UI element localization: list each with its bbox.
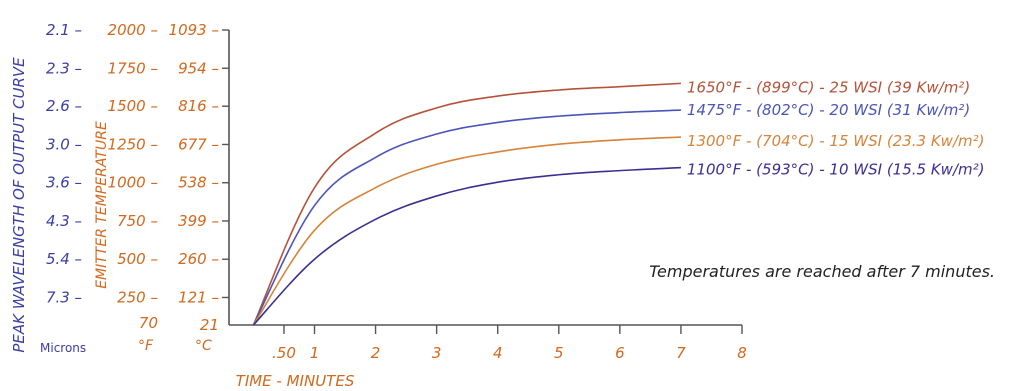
- celsius-tick-label: 954 –: [178, 59, 219, 77]
- fahrenheit-tick-label: 750 –: [117, 212, 158, 230]
- microns-tick-label: 2.3 –: [46, 59, 82, 77]
- microns-axis-title: PEAK WAVELENGTH OF OUTPUT CURVE: [10, 57, 28, 353]
- microns-tick-label: 4.3 –: [46, 212, 82, 230]
- celsius-tick-label: 1093 –: [169, 21, 219, 39]
- x-axis-title: TIME - MINUTES: [236, 372, 355, 390]
- series-line: [252, 166, 681, 326]
- series-label: 1650°F - (899°C) - 25 WSI (39 Kw/m²): [687, 78, 970, 96]
- fahrenheit-tick-label: 2000 –: [108, 21, 158, 39]
- annotation-text: Temperatures are reached after 7 minutes…: [649, 262, 995, 281]
- x-tick-label: 5: [554, 344, 564, 362]
- microns-tick-label: 5.4 –: [46, 250, 82, 268]
- microns-tick-label: 2.1 –: [46, 21, 82, 39]
- x-tick-label: 3: [432, 344, 442, 362]
- celsius-tick-label: 399 –: [178, 212, 219, 230]
- series-line: [252, 136, 681, 326]
- fahrenheit-tick-label: 250 –: [117, 288, 158, 306]
- microns-tick-label: 7.3 –: [46, 288, 82, 306]
- fahrenheit-tick-label: 500 –: [117, 250, 158, 268]
- celsius-unit-label: °C: [195, 338, 212, 354]
- series-label: 1100°F - (593°C) - 10 WSI (15.5 Kw/m²): [687, 161, 985, 179]
- x-tick-label: 4: [493, 344, 503, 362]
- celsius-tick-label: 816 –: [178, 97, 219, 115]
- celsius-tick-label: 21: [200, 316, 219, 334]
- x-tick-label: 8: [737, 344, 747, 362]
- x-tick-label: .50: [272, 344, 296, 362]
- microns-tick-label: 3.0 –: [46, 135, 82, 153]
- microns-tick-label: 2.6 –: [46, 97, 82, 115]
- series-label: 1300°F - (704°C) - 15 WSI (23.3 Kw/m²): [687, 132, 985, 150]
- fahrenheit-tick-label: 70: [139, 314, 158, 332]
- x-tick-label: 7: [676, 344, 686, 362]
- emitter-temperature-axis-title: EMITTER TEMPERATURE: [94, 121, 110, 289]
- series-line: [252, 109, 681, 326]
- fahrenheit-tick-label: 1500 –: [108, 97, 158, 115]
- celsius-tick-label: 677 –: [178, 135, 219, 153]
- series-layer: 1650°F - (899°C) - 25 WSI (39 Kw/m²) 1475…: [252, 78, 985, 326]
- fahrenheit-tick-label: 1750 –: [108, 59, 158, 77]
- series-label: 1475°F - (802°C) - 20 WSI (31 Kw/m²): [687, 101, 970, 119]
- microns-unit-label: Microns: [40, 341, 86, 355]
- celsius-tick-label: 538 –: [178, 174, 219, 192]
- fahrenheit-tick-label: 1000 –: [108, 174, 158, 192]
- fahrenheit-tick-label: 1250 –: [108, 135, 158, 153]
- celsius-tick-label: 121 –: [178, 288, 219, 306]
- series-line: [252, 82, 681, 326]
- fahrenheit-unit-label: °F: [138, 338, 154, 354]
- x-tick-label: 1: [310, 344, 320, 362]
- celsius-tick-label: 260 –: [178, 250, 219, 268]
- x-tick-label: 6: [615, 344, 625, 362]
- microns-tick-label: 3.6 –: [46, 174, 82, 192]
- x-tick-label: 2: [371, 344, 381, 362]
